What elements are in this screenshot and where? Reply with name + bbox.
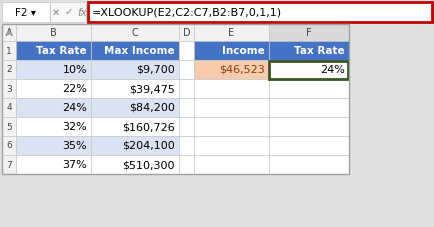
Bar <box>268 155 348 174</box>
Bar <box>91 98 178 117</box>
Text: Income: Income <box>222 46 264 56</box>
Text: 1: 1 <box>6 47 12 55</box>
Text: ✕: ✕ <box>52 7 60 17</box>
Text: 35%: 35% <box>62 141 87 151</box>
Bar <box>2 24 16 41</box>
Bar <box>91 41 178 60</box>
Bar <box>194 60 268 79</box>
Text: A: A <box>6 28 12 38</box>
Bar <box>2 155 16 174</box>
Bar <box>178 60 194 79</box>
Text: 22%: 22% <box>62 84 87 94</box>
Bar <box>16 41 91 60</box>
Text: Tax Rate: Tax Rate <box>294 46 344 56</box>
Text: E: E <box>228 28 234 38</box>
Text: 3: 3 <box>6 84 12 94</box>
Text: Tax Rate: Tax Rate <box>36 46 87 56</box>
Bar <box>16 98 91 117</box>
Bar <box>194 98 268 117</box>
Text: $204,100: $204,100 <box>122 141 174 151</box>
Bar <box>194 155 268 174</box>
Bar <box>178 98 194 117</box>
Bar <box>268 60 348 79</box>
Text: B: B <box>50 28 57 38</box>
Text: F: F <box>306 28 311 38</box>
Bar <box>194 117 268 136</box>
Bar <box>2 98 16 117</box>
Text: fx: fx <box>77 7 87 17</box>
Text: 2: 2 <box>6 66 12 74</box>
Bar <box>194 79 268 98</box>
Bar <box>178 136 194 155</box>
Bar <box>91 79 178 98</box>
Text: 10%: 10% <box>62 65 87 75</box>
Text: 5: 5 <box>6 123 12 131</box>
Bar <box>2 60 16 79</box>
Bar <box>178 79 194 98</box>
Text: C: C <box>132 28 138 38</box>
Bar <box>268 24 348 41</box>
Text: 24%: 24% <box>319 65 344 75</box>
Bar <box>91 60 178 79</box>
Text: =XLOOKUP(E2,C2:C7,B2:B7,0,1,1): =XLOOKUP(E2,C2:C7,B2:B7,0,1,1) <box>92 7 282 17</box>
Bar <box>268 136 348 155</box>
Bar <box>91 136 178 155</box>
Bar <box>268 79 348 98</box>
Bar <box>178 117 194 136</box>
Text: 24%: 24% <box>62 103 87 113</box>
Bar <box>2 24 348 174</box>
Text: $510,300: $510,300 <box>122 160 174 170</box>
Bar <box>194 24 268 41</box>
Bar <box>2 79 16 98</box>
Bar <box>268 98 348 117</box>
Text: D: D <box>182 28 190 38</box>
Bar <box>91 24 178 41</box>
Text: ✓: ✓ <box>65 7 73 17</box>
Bar <box>16 24 91 41</box>
Bar <box>178 24 194 41</box>
Text: 32%: 32% <box>62 122 87 132</box>
Text: Max Income: Max Income <box>104 46 174 56</box>
Bar <box>16 117 91 136</box>
Bar <box>178 155 194 174</box>
Text: $39,475: $39,475 <box>129 84 174 94</box>
Text: 37%: 37% <box>62 160 87 170</box>
Bar <box>269 61 348 79</box>
Bar <box>268 117 348 136</box>
Bar <box>16 155 91 174</box>
Polygon shape <box>5 30 13 35</box>
Text: 7: 7 <box>6 160 12 170</box>
Bar <box>16 60 91 79</box>
Bar <box>2 2 50 22</box>
Bar <box>194 41 268 60</box>
Text: 4: 4 <box>6 104 12 113</box>
Bar <box>2 41 16 60</box>
Text: $46,523: $46,523 <box>219 65 264 75</box>
Text: $160,726: $160,726 <box>122 122 174 132</box>
Bar <box>91 155 178 174</box>
Bar <box>178 41 194 60</box>
Bar <box>16 79 91 98</box>
Text: F2 ▾: F2 ▾ <box>16 7 36 17</box>
Bar <box>2 136 16 155</box>
Bar <box>268 41 348 60</box>
Bar <box>91 117 178 136</box>
Text: $84,200: $84,200 <box>129 103 174 113</box>
Bar <box>88 2 431 22</box>
Text: 6: 6 <box>6 141 12 151</box>
Bar <box>2 117 16 136</box>
Bar <box>16 136 91 155</box>
Text: $9,700: $9,700 <box>136 65 174 75</box>
Bar <box>194 136 268 155</box>
Bar <box>2 24 16 41</box>
Bar <box>2 2 432 22</box>
